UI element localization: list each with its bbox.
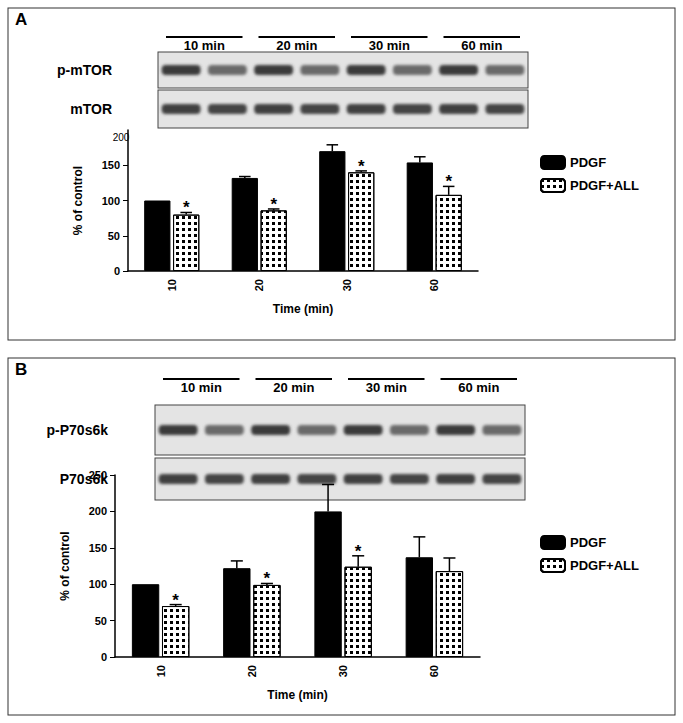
- svg-text:*: *: [445, 172, 452, 191]
- svg-text:20 min: 20 min: [276, 38, 317, 53]
- svg-text:P70s6k: P70s6k: [59, 471, 108, 487]
- svg-text:mTOR: mTOR: [70, 101, 112, 117]
- svg-text:10: 10: [166, 279, 178, 291]
- svg-text:30 min: 30 min: [369, 38, 410, 53]
- svg-text:Time (min): Time (min): [267, 688, 327, 702]
- svg-text:50: 50: [108, 230, 120, 242]
- svg-text:10 min: 10 min: [181, 380, 222, 395]
- svg-text:100: 100: [102, 195, 120, 207]
- svg-text:20: 20: [246, 665, 258, 677]
- svg-text:250: 250: [89, 469, 107, 481]
- svg-text:*: *: [355, 542, 362, 561]
- svg-text:% of control: % of control: [58, 531, 72, 600]
- svg-text:Time (min): Time (min): [273, 302, 333, 316]
- svg-text:p-P70s6k: p-P70s6k: [47, 422, 109, 438]
- svg-text:0: 0: [101, 651, 107, 663]
- svg-text:60: 60: [428, 279, 440, 291]
- svg-text:60 min: 60 min: [461, 38, 502, 53]
- svg-text:10 min: 10 min: [184, 38, 225, 53]
- svg-text:PDGF: PDGF: [570, 535, 606, 550]
- svg-text:150: 150: [102, 159, 120, 171]
- svg-text:10: 10: [155, 665, 167, 677]
- svg-text:30: 30: [337, 665, 349, 677]
- svg-text:0: 0: [114, 265, 120, 277]
- svg-text:200: 200: [113, 132, 130, 143]
- svg-text:B: B: [15, 360, 27, 379]
- svg-text:150: 150: [89, 542, 107, 554]
- svg-text:A: A: [15, 10, 27, 29]
- svg-text:20 min: 20 min: [273, 380, 314, 395]
- svg-text:PDGF: PDGF: [570, 155, 606, 170]
- svg-text:60 min: 60 min: [458, 380, 499, 395]
- svg-text:30 min: 30 min: [366, 380, 407, 395]
- svg-text:PDGF+ALL: PDGF+ALL: [570, 558, 639, 573]
- svg-text:% of control: % of control: [71, 166, 85, 235]
- svg-text:100: 100: [89, 578, 107, 590]
- svg-text:60: 60: [428, 665, 440, 677]
- svg-text:30: 30: [341, 279, 353, 291]
- svg-text:20: 20: [253, 279, 265, 291]
- svg-text:50: 50: [95, 615, 107, 627]
- svg-text:p-mTOR: p-mTOR: [57, 62, 112, 78]
- svg-text:200: 200: [89, 505, 107, 517]
- svg-text:PDGF+ALL: PDGF+ALL: [570, 178, 639, 193]
